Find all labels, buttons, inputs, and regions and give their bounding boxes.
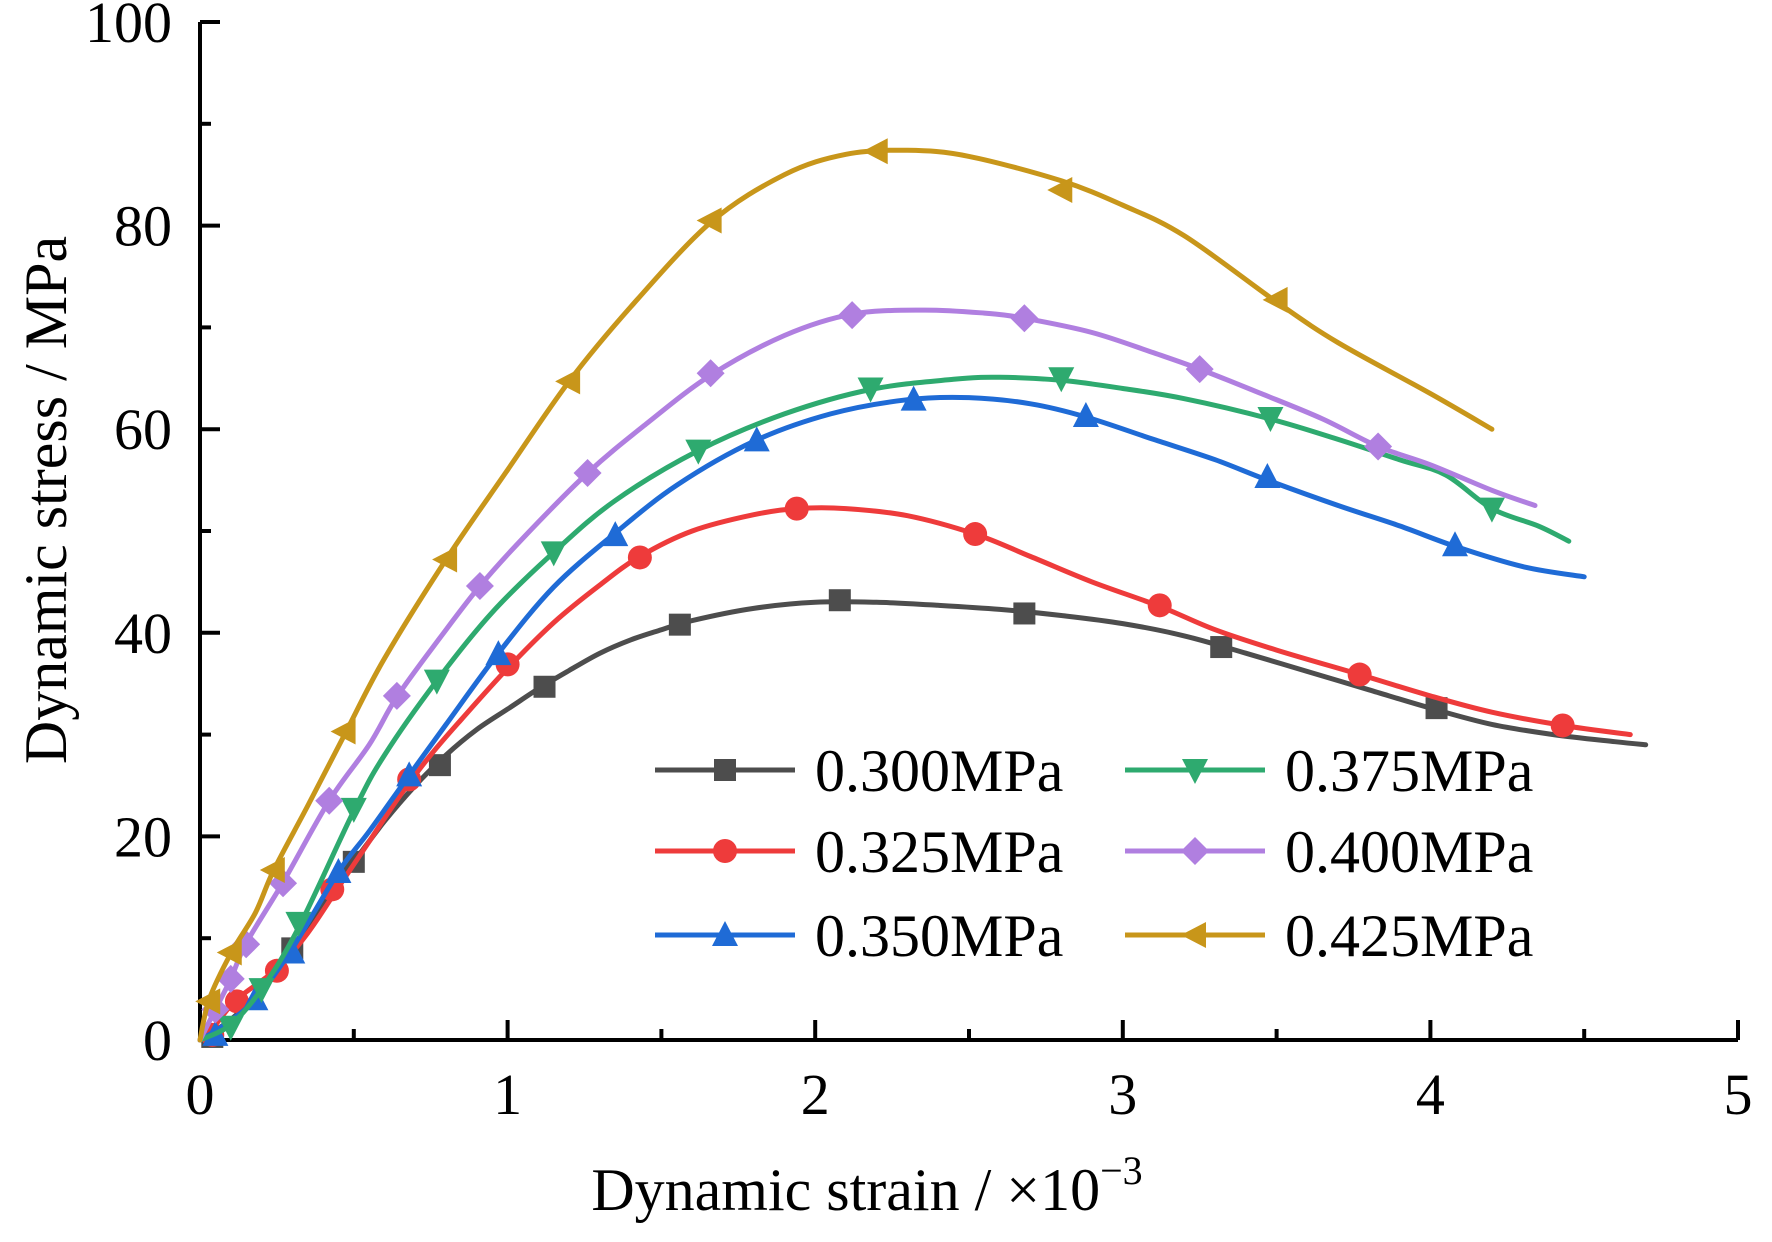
data-point [555,368,581,395]
x-tick-label: 4 [1416,1062,1445,1127]
data-point [330,718,356,745]
data-point [216,939,242,966]
legend-item: 0.325MPa [655,819,1063,885]
series-0.425MPa [195,138,1495,1043]
data-point [743,426,770,452]
legend-label: 0.350MPa [815,903,1063,969]
x-tick-label: 3 [1108,1062,1137,1127]
data-point [1425,697,1448,720]
data-point [195,988,221,1015]
y-tick-label: 60 [114,397,172,462]
series-line [197,147,1495,1043]
legend: 0.300MPa 0.325MPa 0.350MPa 0.375MPa 0.400MPa… [655,738,1533,969]
data-point [540,541,567,567]
x-tick-label: 5 [1724,1062,1753,1127]
legend-item: 0.425MPa [1125,903,1533,969]
x-tick-label: 0 [186,1062,215,1127]
data-point [533,675,556,698]
data-point [1048,367,1075,393]
y-tick-label: 0 [143,1008,172,1073]
data-point [340,797,367,823]
data-point [1347,662,1372,687]
data-point [1072,401,1099,427]
data-point [396,761,423,787]
data-point [1550,713,1575,738]
x-tick-label: 1 [493,1062,522,1127]
data-point [224,989,249,1014]
data-point [428,754,451,777]
data-point [279,938,306,964]
y-tick-label: 100 [85,0,172,55]
data-point [1010,304,1039,333]
series-line [197,394,1587,1043]
legend-item: 0.300MPa [655,738,1063,804]
data-point [485,640,512,666]
data-point [285,911,312,937]
data-point [573,458,602,487]
legend-label: 0.400MPa [1285,819,1533,885]
data-point [1478,497,1505,523]
series-line [197,307,1538,1043]
data-point [900,385,927,411]
x-axis-title: Dynamic strain / ×10−3 [591,1148,1142,1223]
data-point [668,613,691,636]
data-point [315,786,344,815]
data-point [1210,636,1233,659]
legend-label: 0.300MPa [815,738,1063,804]
data-point [828,589,851,612]
data-point [325,858,352,884]
data-point [602,521,629,547]
legend-marker [712,921,738,946]
data-point [696,359,725,388]
axes: 0 1 2 3 4 5 0 20 40 60 80 100 [85,0,1753,1127]
data-point [1262,286,1288,313]
x-tick-label: 2 [801,1062,830,1127]
legend-marker [1181,837,1209,865]
series-0.400MPa [197,301,1538,1043]
data-point [627,545,652,570]
data-point [685,439,712,465]
legend-item: 0.350MPa [655,903,1063,969]
legend-label: 0.425MPa [1285,903,1533,969]
data-point [259,856,285,883]
data-point [1013,602,1036,625]
data-point [1364,432,1393,461]
data-point [465,571,494,600]
y-tick-label: 80 [114,194,172,259]
legend-item: 0.400MPa [1125,819,1533,885]
data-point [217,1015,244,1041]
legend-marker [714,759,736,781]
data-point [862,138,888,165]
legend-label: 0.325MPa [815,819,1063,885]
data-point [1047,176,1073,203]
data-point [857,377,884,403]
data-point [838,301,867,330]
data-point [423,669,450,695]
data-point [432,546,458,573]
series-0.350MPa [197,385,1587,1046]
y-axis-title: Dynamic stress / MPa [13,236,79,764]
legend-marker [713,839,737,863]
data-point [784,496,809,521]
legend-marker [1182,759,1208,784]
data-point [1442,531,1469,557]
legend-label: 0.375MPa [1285,738,1533,804]
legend-marker [1181,922,1206,948]
data-point [1147,593,1172,618]
legend-item: 0.375MPa [1125,738,1533,804]
data-point [1185,355,1214,384]
series-lines [195,138,1649,1048]
data-point [696,207,722,234]
data-point [1254,463,1281,489]
data-point [248,978,275,1004]
y-tick-label: 20 [114,804,172,869]
data-point [963,522,988,547]
y-tick-label: 40 [114,601,172,666]
data-point [1257,407,1284,433]
data-point [382,681,411,710]
